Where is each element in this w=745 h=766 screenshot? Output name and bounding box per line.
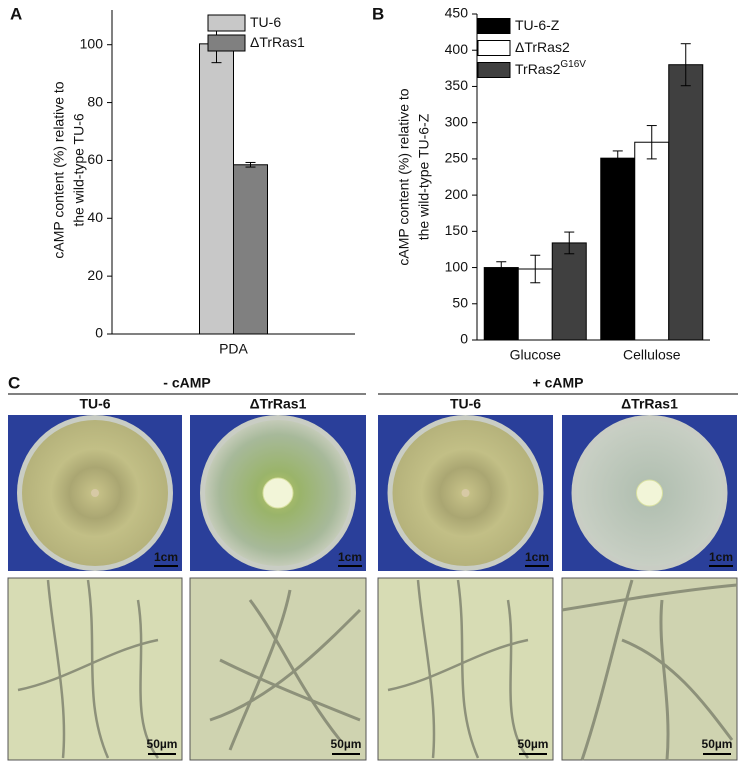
legend-swatch — [477, 18, 511, 34]
y-tick-label: 0 — [460, 331, 468, 347]
error-bar — [564, 231, 575, 255]
y-tick-label: 60 — [87, 151, 103, 167]
y-tick-label: 0 — [95, 325, 103, 341]
y-axis-label: the wild-type TU-6 — [71, 113, 87, 227]
hypha — [219, 658, 361, 722]
column-title: TU-6 — [450, 396, 481, 412]
hypha — [506, 599, 529, 759]
inoculum — [91, 489, 99, 497]
column-title: TU-6 — [79, 396, 110, 412]
y-axis-label: cAMP content (%) relative to — [51, 81, 67, 258]
panel-label: B — [372, 4, 384, 23]
legend-label: TU-6 — [250, 14, 281, 30]
hypha — [248, 599, 342, 741]
panel-label: C — [8, 373, 20, 392]
group-title: - cAMP — [163, 375, 210, 391]
hyphae — [17, 579, 159, 759]
legend-superscript: G16V — [560, 59, 586, 70]
column-title: ΔTrRas1 — [621, 396, 678, 412]
bar — [483, 267, 519, 341]
y-axis-label: cAMP content (%) relative to — [396, 88, 412, 265]
scale-label: 50µm — [518, 737, 549, 751]
x-tick-label: Cellulose — [623, 347, 681, 363]
hypha — [621, 638, 734, 741]
scale-label: 50µm — [147, 737, 178, 751]
bar — [199, 43, 234, 335]
bar — [600, 157, 636, 341]
bar — [668, 64, 704, 341]
y-tick-label: 250 — [445, 150, 469, 166]
scale-label: 1cm — [338, 550, 362, 564]
x-tick-label: PDA — [219, 341, 248, 357]
legend-label: ΔTrRas2 — [515, 39, 570, 55]
hypha — [209, 608, 362, 722]
legend-name: TU-6-Z — [515, 17, 560, 33]
y-tick-label: 100 — [80, 35, 104, 51]
hypha — [659, 599, 670, 761]
legend-name: TrRas2 — [515, 61, 561, 77]
hypha — [416, 579, 436, 759]
y-tick-label: 40 — [87, 209, 103, 225]
error-bar — [245, 161, 256, 168]
bar — [233, 164, 268, 335]
hypha — [136, 599, 159, 759]
error-bar — [496, 261, 507, 274]
colony — [636, 479, 663, 507]
y-tick-label: 300 — [445, 113, 469, 129]
hyphae — [209, 589, 362, 751]
scale-label: 1cm — [154, 550, 178, 564]
y-tick-label: 100 — [445, 258, 469, 274]
legend-name: ΔTrRas2 — [515, 39, 570, 55]
scale-label: 1cm — [525, 550, 549, 564]
bar — [551, 242, 587, 341]
hyphae — [387, 579, 529, 759]
group-title: + cAMP — [533, 375, 584, 391]
y-tick-label: 80 — [87, 93, 103, 109]
legend-label: TU-6-Z — [515, 17, 560, 33]
y-tick-label: 350 — [445, 77, 469, 93]
hypha — [561, 583, 738, 612]
y-tick-label: 20 — [87, 267, 103, 283]
y-tick-label: 400 — [445, 41, 469, 57]
legend-swatch — [207, 14, 246, 32]
hypha — [228, 589, 292, 751]
inoculum — [461, 489, 470, 497]
y-tick-label: 150 — [445, 222, 469, 238]
legend-name: TU-6 — [250, 14, 281, 30]
column-title: ΔTrRas1 — [250, 396, 307, 412]
hypha — [46, 579, 66, 759]
scale-label: 1cm — [709, 550, 733, 564]
scale-label: 50µm — [702, 737, 733, 751]
error-bar — [646, 125, 657, 160]
y-tick-label: 450 — [445, 5, 469, 21]
y-tick-label: 200 — [445, 186, 469, 202]
hypha — [86, 579, 110, 759]
legend-swatch — [477, 62, 511, 78]
error-bar — [530, 254, 541, 284]
legend-swatch — [207, 34, 246, 52]
micrograph — [189, 577, 367, 761]
micrograph — [7, 577, 183, 761]
bar — [634, 141, 670, 341]
legend-name: ΔTrRas1 — [250, 34, 305, 50]
error-bar — [680, 43, 691, 87]
micrograph — [377, 577, 554, 761]
legend-swatch — [477, 40, 511, 56]
y-axis-label: the wild-type TU-6-Z — [416, 113, 432, 240]
panel-label: A — [10, 4, 22, 23]
hypha — [456, 579, 480, 759]
hyphae — [561, 579, 738, 761]
hypha — [580, 579, 634, 761]
x-tick-label: Glucose — [510, 347, 562, 363]
scale-label: 50µm — [331, 737, 362, 751]
y-tick-label: 50 — [452, 294, 468, 310]
legend-label: ΔTrRas1 — [250, 34, 305, 50]
legend-label: TrRas2G16V — [515, 59, 586, 77]
error-bar — [612, 150, 623, 166]
colony — [262, 477, 294, 509]
